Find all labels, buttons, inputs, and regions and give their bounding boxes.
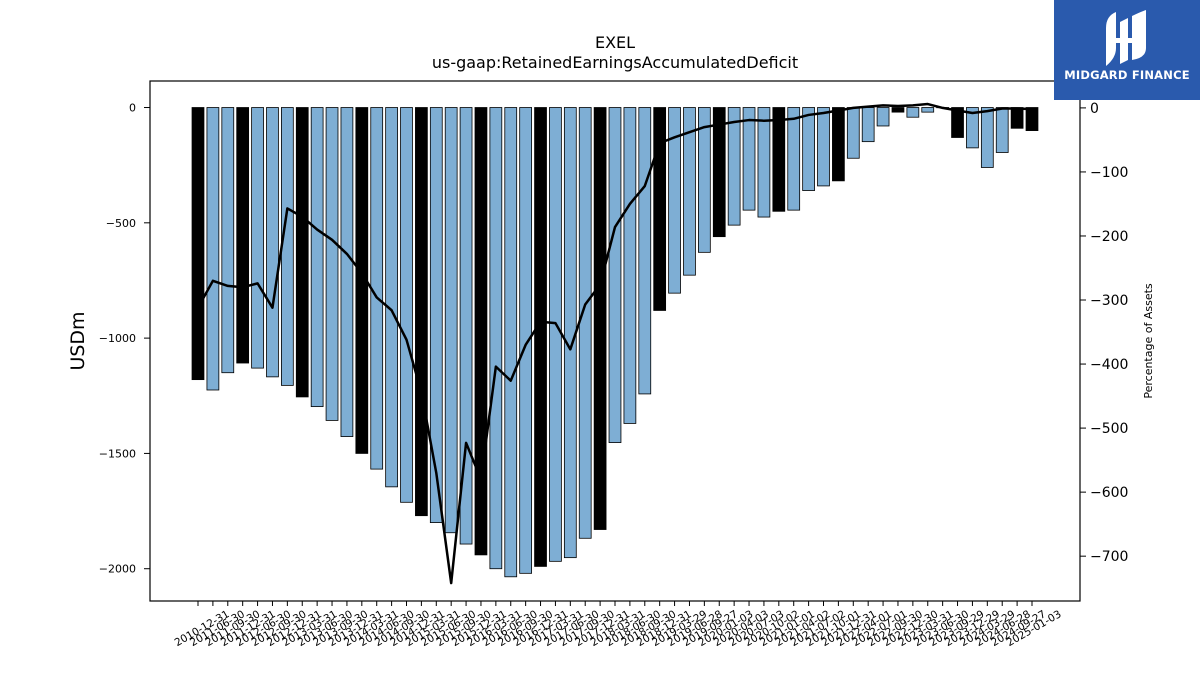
bar-2011-03-31 bbox=[206, 107, 220, 391]
bar-2020-03-31 bbox=[742, 107, 756, 211]
bar-2020-09-30 bbox=[772, 107, 786, 212]
bar-2024-06-28 bbox=[995, 107, 1009, 153]
y-axis-left: 0 −500 −1000 −1500 −2000 bbox=[99, 102, 150, 576]
bar-2014-06-30 bbox=[400, 107, 413, 503]
pct-of-assets-line bbox=[196, 102, 1033, 585]
bar-2021-12-31 bbox=[846, 107, 860, 159]
bar-2012-06-30 bbox=[280, 107, 294, 386]
bar-2016-03-31 bbox=[504, 107, 518, 578]
y2-tick-label: −500 bbox=[1090, 421, 1128, 437]
bar-2023-09-29 bbox=[951, 107, 964, 138]
bar-2016-06-30 bbox=[519, 107, 533, 574]
bar-2022-07-01 bbox=[876, 107, 890, 127]
bar-2014-12-31 bbox=[429, 107, 443, 523]
bar-2011-09-30 bbox=[236, 107, 250, 364]
bar-2019-09-30 bbox=[712, 107, 726, 238]
x-axis: 2010-12-312011-06-302011-09-302011-12-31… bbox=[173, 601, 1064, 649]
bar-2017-09-30 bbox=[593, 107, 607, 530]
bar-2023-12-29 bbox=[966, 107, 979, 149]
bar-2012-12-31 bbox=[310, 107, 324, 408]
bar-2014-03-31 bbox=[385, 107, 398, 488]
bar-2022-12-30 bbox=[906, 107, 920, 118]
bar-2012-03-31 bbox=[266, 107, 279, 378]
y2-tick-label: −200 bbox=[1090, 229, 1128, 245]
y2-tick-label: 0 bbox=[1090, 101, 1099, 117]
bar-2019-06-30 bbox=[698, 107, 711, 253]
bar-2023-03-31 bbox=[921, 107, 935, 113]
bar-2011-06-30 bbox=[221, 107, 235, 374]
y-tick-label: 0 bbox=[129, 102, 136, 115]
bar-2018-12-31 bbox=[668, 107, 681, 294]
y2-tick-label: −100 bbox=[1090, 165, 1128, 181]
bar-2021-07-02 bbox=[817, 107, 830, 187]
bar-2014-09-30 bbox=[415, 107, 428, 517]
line-series bbox=[196, 102, 1033, 585]
y-axis-label: USDm bbox=[67, 311, 89, 370]
y2-tick-label: −300 bbox=[1090, 293, 1128, 309]
bar-2015-12-31 bbox=[489, 107, 503, 570]
bar-2010-12-31 bbox=[191, 107, 205, 381]
midgard-logo-icon bbox=[1106, 10, 1146, 66]
bar-2018-06-30 bbox=[638, 107, 652, 395]
bar-2013-03-31 bbox=[325, 107, 339, 421]
y2-tick-label: −600 bbox=[1090, 485, 1128, 501]
brand-name: MIDGARD FINANCE bbox=[1064, 68, 1190, 82]
bar-2012-09-30 bbox=[295, 107, 309, 398]
bar-2021-01-01 bbox=[787, 107, 801, 211]
bar-2024-09-27 bbox=[1010, 107, 1024, 129]
y-tick-label: −1000 bbox=[99, 332, 136, 345]
bar-2013-06-30 bbox=[340, 107, 354, 437]
bar-2018-09-30 bbox=[653, 107, 667, 311]
bar-2024-03-29 bbox=[980, 107, 994, 168]
bar-2021-04-02 bbox=[802, 107, 815, 191]
y-tick-label: −1500 bbox=[99, 447, 136, 460]
bar-2011-12-31 bbox=[251, 107, 264, 369]
y-tick-label: −2000 bbox=[99, 563, 136, 576]
bar-2019-03-31 bbox=[683, 107, 696, 276]
bar-2020-06-30 bbox=[757, 107, 771, 218]
bar-2022-09-30 bbox=[891, 107, 905, 113]
bar-2017-12-31 bbox=[608, 107, 622, 443]
bar-2019-12-31 bbox=[727, 107, 741, 226]
bar-2016-12-31 bbox=[549, 107, 562, 562]
y2-tick-label: −700 bbox=[1090, 549, 1128, 565]
bar-2025-01-03 bbox=[1025, 107, 1039, 131]
bar-2017-06-30 bbox=[578, 107, 592, 539]
bar-2022-04-01 bbox=[861, 107, 875, 143]
y2-axis-label: Percentage of Assets bbox=[1142, 283, 1155, 399]
chart-subtitle: us-gaap:RetainedEarningsAccumulatedDefic… bbox=[432, 53, 798, 72]
bar-series bbox=[191, 107, 1039, 578]
y-axis-right: 0 −100 −200 −300 −400 −500 −600 −700 bbox=[1080, 101, 1128, 565]
bar-2015-03-31 bbox=[444, 107, 458, 534]
brand-logo: MIDGARD FINANCE bbox=[1054, 0, 1200, 100]
bar-2021-10-01 bbox=[832, 107, 845, 182]
bar-2017-03-31 bbox=[563, 107, 577, 559]
bar-2015-06-30 bbox=[459, 107, 473, 545]
chart-title: EXEL bbox=[595, 33, 635, 52]
bar-2018-03-31 bbox=[623, 107, 637, 424]
bar-2015-09-30 bbox=[474, 107, 488, 556]
y2-tick-label: −400 bbox=[1090, 357, 1128, 373]
y-tick-label: −500 bbox=[106, 217, 136, 230]
bar-2016-09-30 bbox=[534, 107, 547, 567]
